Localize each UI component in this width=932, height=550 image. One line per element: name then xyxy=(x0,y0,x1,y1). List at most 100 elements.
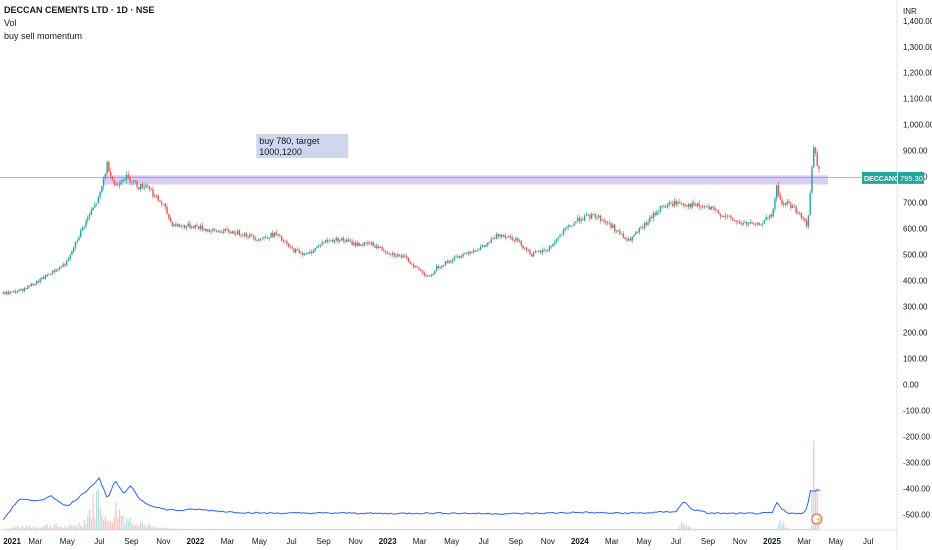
candle-body xyxy=(513,240,515,241)
volume-bar xyxy=(430,529,432,530)
volume-bar xyxy=(21,525,24,530)
x-tick-label: 2021 xyxy=(3,537,21,546)
candle-body xyxy=(182,225,184,227)
candle-body xyxy=(150,189,152,190)
volume-bar xyxy=(488,529,491,530)
volume-bar xyxy=(214,529,216,530)
volume-bar xyxy=(525,529,528,530)
volume-bar xyxy=(420,529,422,530)
volume-bar xyxy=(400,529,403,530)
candle-body xyxy=(257,239,260,241)
candle-body xyxy=(518,240,521,242)
candle-body xyxy=(7,291,10,294)
candle-body xyxy=(469,251,471,254)
candle-body xyxy=(783,203,785,205)
volume-indicator-label[interactable]: Vol xyxy=(4,18,17,28)
last-price-tag xyxy=(898,171,924,184)
volume-bar xyxy=(251,529,253,530)
momentum-indicator-label[interactable]: buy sell momentum xyxy=(4,31,83,41)
volume-bar xyxy=(390,529,392,530)
event-flag-glyph: ⚡ xyxy=(815,515,824,524)
candle-body xyxy=(546,250,549,252)
volume-bar xyxy=(150,526,152,530)
candle-body xyxy=(169,218,172,222)
candle-body xyxy=(524,247,526,249)
volume-bar xyxy=(659,529,662,530)
y-tick-label: 100.00 xyxy=(903,355,928,364)
volume-bar xyxy=(647,529,649,530)
volume-bar xyxy=(480,529,482,530)
candle-body xyxy=(2,292,4,294)
volume-bar xyxy=(14,527,17,530)
volume-bar xyxy=(365,529,367,530)
candle-body xyxy=(30,283,33,287)
candle-body xyxy=(573,223,575,226)
volume-bar xyxy=(804,529,806,530)
candle-body xyxy=(305,253,307,255)
currency-label[interactable]: INR xyxy=(903,7,917,16)
volume-bar xyxy=(258,529,260,530)
candle-body xyxy=(421,270,424,273)
candle-body xyxy=(747,223,750,225)
volume-bar xyxy=(235,529,237,530)
volume-bar xyxy=(377,529,380,530)
volume-bar xyxy=(353,529,355,530)
volume-bar xyxy=(16,526,18,530)
candle-body xyxy=(561,234,563,236)
x-tick-label: May xyxy=(252,537,267,546)
candle-body xyxy=(534,251,537,253)
volume-bar xyxy=(298,529,300,530)
candle-body xyxy=(434,270,436,275)
volume-bar xyxy=(592,529,595,530)
volume-bar xyxy=(799,529,801,530)
x-tick-label: Mar xyxy=(605,537,619,546)
candle-body xyxy=(467,252,470,254)
volume-bar xyxy=(115,501,117,530)
candle-body xyxy=(405,256,408,258)
volume-bar xyxy=(252,528,255,530)
candle-body xyxy=(559,234,561,238)
volume-bar xyxy=(818,525,820,530)
candle-body xyxy=(744,221,746,223)
volume-bar xyxy=(349,529,351,530)
volume-bar xyxy=(265,529,267,530)
volume-bar xyxy=(370,529,373,530)
volume-bar xyxy=(178,529,180,530)
x-tick-label: Mar xyxy=(28,537,42,546)
candle-body xyxy=(666,204,669,208)
volume-bar xyxy=(733,529,736,530)
candle-body xyxy=(74,241,77,249)
symbol-tag xyxy=(862,171,897,184)
volume-bar xyxy=(406,529,408,530)
volume-bar xyxy=(212,529,214,530)
volume-bar xyxy=(619,529,621,530)
candle-body xyxy=(94,204,96,208)
volume-bar xyxy=(161,528,163,530)
candle-body xyxy=(608,222,611,224)
candle-body xyxy=(571,225,574,227)
candle-body xyxy=(206,229,209,232)
annotation-text-line: 1000,1200 xyxy=(259,147,302,157)
symbol-title[interactable]: DECCAN CEMENTS LTD · 1D · NSE xyxy=(4,5,155,15)
volume-bar xyxy=(29,525,31,530)
volume-bar xyxy=(240,528,242,530)
candle-body xyxy=(316,246,318,249)
volume-bar xyxy=(578,529,580,530)
candle-body xyxy=(351,240,353,245)
candle-body xyxy=(714,208,716,211)
volume-bar xyxy=(164,528,166,530)
volume-bar xyxy=(448,529,450,530)
volume-bar xyxy=(307,529,309,530)
volume-bar xyxy=(643,529,646,530)
candle-body xyxy=(398,254,401,256)
volume-bar xyxy=(428,529,431,530)
candle-body xyxy=(784,203,787,205)
volume-bar xyxy=(548,529,551,530)
candle-body xyxy=(294,249,297,253)
candle-body xyxy=(448,260,450,263)
candle-body xyxy=(259,238,262,241)
candle-body xyxy=(576,217,579,222)
volume-bar xyxy=(296,529,299,530)
candle-body xyxy=(323,242,325,244)
